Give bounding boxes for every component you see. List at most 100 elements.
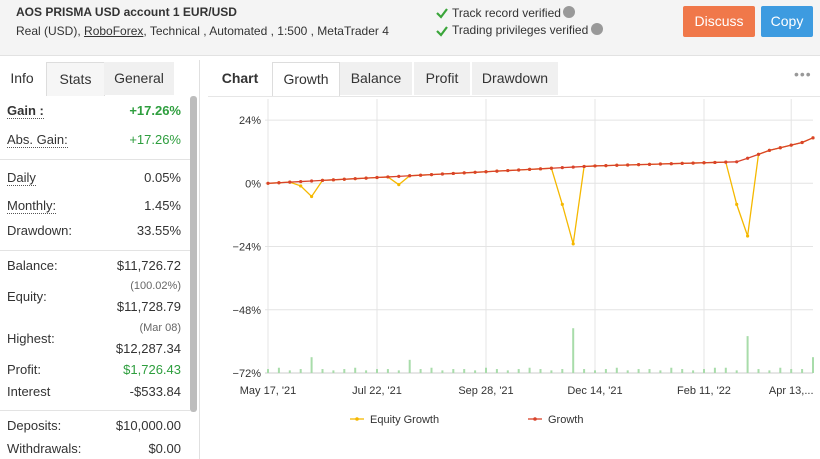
volume-bar [703, 369, 705, 373]
volume-bar [724, 367, 727, 373]
point [299, 184, 303, 188]
chart-tabs [208, 60, 820, 97]
point [288, 180, 292, 184]
more-menu[interactable]: ••• [794, 66, 812, 82]
point [386, 175, 390, 179]
point [440, 172, 444, 176]
legend-label: Equity Growth [370, 414, 439, 426]
point [419, 173, 423, 177]
volume-bar [539, 369, 542, 373]
point [615, 163, 619, 167]
legend-marker [355, 417, 359, 421]
point [746, 234, 750, 238]
point [800, 140, 804, 145]
volume-bar [735, 370, 738, 373]
point [560, 166, 564, 170]
tab[interactable]: Drawdown [472, 62, 558, 95]
stat-value: $11,728.79 [116, 299, 181, 314]
point [724, 160, 728, 164]
point [593, 164, 597, 168]
scrollbar[interactable] [190, 96, 197, 412]
tab[interactable]: Stats [46, 62, 105, 96]
point [669, 162, 673, 166]
tab[interactable]: Chart [208, 62, 272, 95]
stat-value: +17.26% [129, 103, 181, 118]
verified-text: Trading privileges verified [452, 23, 589, 37]
volume-bar [615, 367, 618, 373]
series-line [267, 137, 814, 245]
stat-label: Gain : [7, 103, 44, 119]
tab[interactable]: Growth [272, 62, 340, 96]
point [397, 174, 401, 178]
volume-bar [310, 357, 313, 373]
point [549, 166, 553, 170]
separator [0, 159, 190, 160]
broker-link[interactable]: RoboForex [84, 24, 144, 38]
tab[interactable]: General [104, 62, 174, 95]
point [680, 161, 684, 165]
point [789, 143, 793, 147]
point [713, 160, 717, 165]
point [299, 179, 303, 184]
volume-bar [408, 359, 411, 373]
volume-bar [626, 370, 629, 373]
tab[interactable]: Info [0, 62, 44, 95]
volume-bar [386, 369, 389, 373]
point [811, 136, 815, 140]
verified-text: Track record verified [452, 6, 561, 20]
point [495, 169, 499, 173]
point [538, 167, 543, 171]
subtitle-text: , Technical , Automated , 1:500 , MetaTr… [143, 24, 389, 38]
point [778, 146, 782, 150]
stat-label: Balance: [7, 258, 58, 273]
volume-bar [354, 367, 357, 373]
volume-bar [746, 336, 749, 373]
stat-label: Daily [7, 170, 36, 186]
discuss-button[interactable]: Discuss [683, 6, 755, 37]
header: AOS PRISMA USD account 1 EUR/USD Real (U… [0, 0, 820, 56]
separator [0, 410, 190, 411]
volume-bar [441, 370, 444, 373]
stat-value: 1.45% [144, 198, 181, 213]
point [451, 171, 455, 176]
point [484, 170, 488, 174]
point [571, 165, 575, 169]
left-panel [0, 60, 200, 459]
volume-bar [343, 369, 346, 373]
x-tick-label: Dec 14, '21 [567, 385, 622, 397]
point [473, 170, 477, 174]
volume-bar [768, 370, 771, 373]
x-tick-label: Sep 28, '21 [458, 385, 513, 397]
point [637, 163, 641, 167]
volume-bar [495, 369, 498, 373]
volume-bar [583, 369, 586, 373]
stat-note: (Mar 08) [139, 322, 181, 334]
volume-bar [594, 370, 596, 373]
volume-bar [452, 369, 455, 373]
check-icons [436, 8, 448, 37]
account-subtitle: Real (USD), RoboForex, Technical , Autom… [16, 24, 389, 38]
tab[interactable]: Balance [340, 62, 412, 95]
account-title: AOS PRISMA USD account 1 EUR/USD [16, 5, 237, 19]
volume-bar [463, 369, 466, 373]
point [604, 164, 608, 168]
copy-button[interactable]: Copy [761, 6, 813, 37]
point [735, 160, 739, 164]
volume-bar [332, 370, 335, 373]
point [266, 181, 270, 185]
y-tick-label: −72% [233, 368, 262, 380]
point [528, 167, 532, 171]
stat-note: (100.02%) [130, 280, 181, 292]
volume-bar [474, 370, 477, 373]
tab[interactable]: Profit [414, 62, 470, 95]
point [571, 242, 575, 246]
volume-bar [713, 367, 716, 373]
stat-value: 33.55% [136, 223, 181, 238]
volume-bar [550, 370, 553, 373]
point [506, 168, 510, 173]
stat-value: $0.00 [148, 441, 181, 456]
point [320, 178, 325, 183]
separator [0, 250, 190, 251]
point [408, 174, 412, 178]
